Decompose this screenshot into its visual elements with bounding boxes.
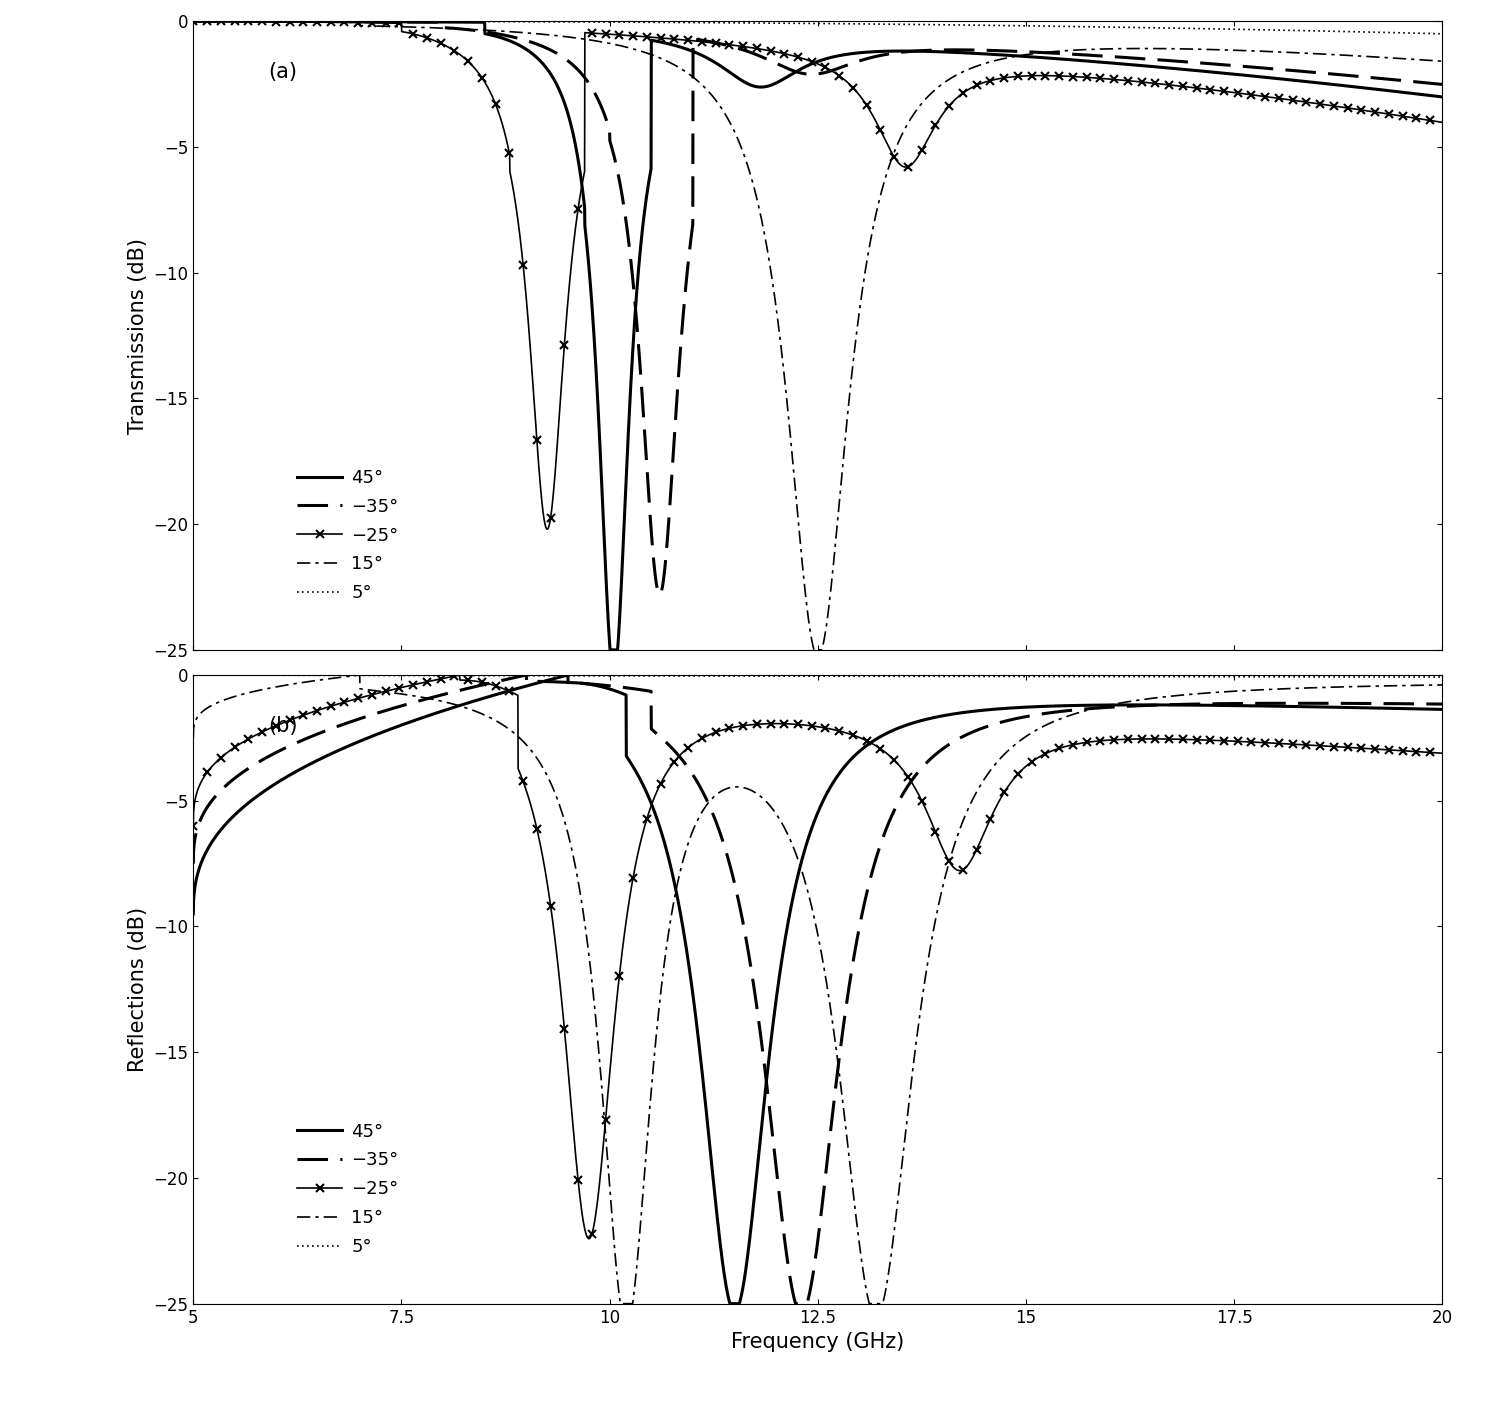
Legend: 45°, −35°, −25°, 15°, 5°: 45°, −35°, −25°, 15°, 5° [290,462,406,609]
Legend: 45°, −35°, −25°, 15°, 5°: 45°, −35°, −25°, 15°, 5° [290,1115,406,1263]
Y-axis label: Transmissions (dB): Transmissions (dB) [128,238,147,434]
X-axis label: Frequency (GHz): Frequency (GHz) [732,1332,904,1352]
Y-axis label: Reflections (dB): Reflections (dB) [128,907,147,1071]
Text: (a): (a) [268,62,297,82]
Text: (b): (b) [268,716,297,735]
